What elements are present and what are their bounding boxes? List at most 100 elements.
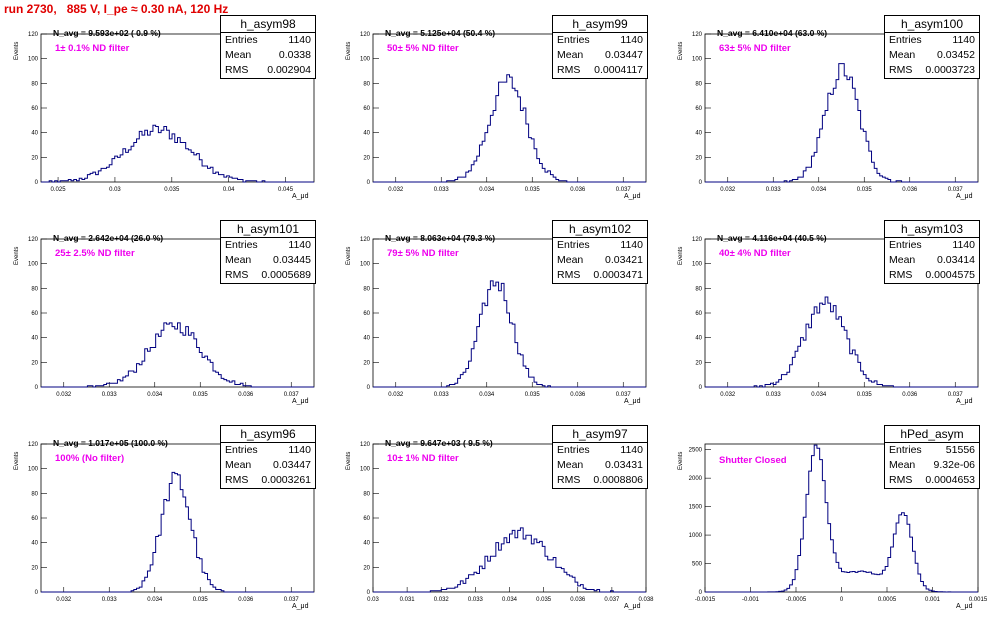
histogram-panel-h_asym103: 0 20 40 60 80 100 120 0.032 0.033 0.034 0.035 0.036… [664, 220, 996, 432]
y-tick-label: 120 [692, 32, 703, 38]
stat-key: RMS [889, 474, 913, 486]
y-tick-label: 120 [28, 237, 39, 243]
stat-value: 0.0004653 [925, 474, 975, 486]
stat-row-mean: Mean 0.03431 [553, 458, 647, 473]
y-tick-label: 20 [695, 360, 702, 366]
stat-key: RMS [557, 269, 581, 281]
stat-key: Entries [225, 34, 258, 46]
stat-value: 0.03414 [937, 254, 975, 266]
stat-row-rms: RMS 0.0003261 [221, 473, 315, 488]
y-tick-label: 60 [363, 311, 370, 317]
stat-key: Entries [889, 444, 922, 456]
x-tick-label: 0.036 [238, 597, 254, 603]
x-tick-label: 0.035 [857, 392, 873, 398]
x-tick-label: 0.045 [278, 187, 294, 193]
histogram-plot: 0 20 40 60 80 100 120 0.03 0.031 0.032 0.033 0.034 0… [360, 442, 654, 603]
histogram-grid: 0 20 40 60 80 100 120 0.025 0.03 0.035 0.04 0.045 Ev… [14, 15, 996, 610]
histogram-name: h_asym102 [553, 221, 647, 238]
filter-label: 40± 4% ND filter [719, 248, 791, 259]
stat-value: 0.0005689 [261, 269, 311, 281]
histogram-plot: 0 20 40 60 80 100 120 0.032 0.033 0.034 0.035 0.036… [692, 237, 979, 398]
x-axis-label: A_μd [956, 193, 973, 200]
x-tick-label: 0.037 [616, 187, 632, 193]
y-tick-label: 0 [699, 180, 703, 186]
stat-row-rms: RMS 0.0004117 [553, 63, 647, 78]
filter-label: 63± 5% ND filter [719, 43, 791, 54]
x-tick-label: 0.033 [102, 392, 118, 398]
x-tick-label: 0.036 [902, 392, 918, 398]
y-tick-label: 20 [31, 360, 38, 366]
y-tick-label: 80 [363, 81, 370, 87]
y-tick-label: 40 [363, 131, 370, 137]
x-tick-label: 0.034 [811, 392, 827, 398]
stat-value: 0.03445 [273, 254, 311, 266]
stat-value: 0.0003723 [925, 64, 975, 76]
histogram-panel-h_asym97: 0 20 40 60 80 100 120 0.03 0.031 0.032 0.033 0.034 0… [332, 425, 664, 637]
y-tick-label: 80 [363, 286, 370, 292]
histogram-line [373, 280, 646, 388]
x-tick-label: -0.001 [742, 597, 760, 603]
x-tick-label: 0.034 [147, 392, 163, 398]
stat-key: RMS [225, 64, 249, 76]
stat-key: Entries [557, 239, 590, 251]
stat-value: 1140 [288, 444, 311, 456]
stat-value: 1140 [952, 34, 975, 46]
x-tick-label: 0.0005 [878, 597, 897, 603]
x-tick-label: 0.035 [536, 597, 552, 603]
stat-row-mean: Mean 0.03447 [221, 458, 315, 473]
filter-label: 10± 1% ND filter [387, 453, 459, 464]
histogram-name: hPed_asym [885, 426, 979, 443]
histogram-plot: 0 20 40 60 80 100 120 0.032 0.033 0.034 0.035 0.036… [360, 32, 647, 193]
y-tick-label: 60 [31, 106, 38, 112]
y-tick-label: 40 [363, 336, 370, 342]
stat-value: 0.0003471 [593, 269, 643, 281]
stat-value: 51556 [945, 444, 975, 456]
x-axis-label: A_μd [292, 603, 309, 610]
histogram-name: h_asym103 [885, 221, 979, 238]
x-tick-label: 0.037 [604, 597, 620, 603]
x-tick-label: 0.037 [284, 597, 300, 603]
stats-box: h_asym101 Entries 1140 Mean 0.03445 RMS 0.0005… [220, 220, 316, 284]
stat-row-entries: Entries 1140 [221, 443, 315, 458]
y-tick-label: 60 [695, 311, 702, 317]
stat-row-entries: Entries 1140 [553, 33, 647, 48]
y-tick-label: 0 [367, 180, 371, 186]
stat-row-rms: RMS 0.0005689 [221, 268, 315, 283]
histogram-line [705, 63, 978, 183]
x-tick-label: 0.032 [56, 392, 72, 398]
y-tick-label: 100 [360, 262, 371, 268]
x-tick-label: 0.035 [525, 187, 541, 193]
y-tick-label: 20 [363, 155, 370, 161]
stat-row-entries: Entries 1140 [885, 33, 979, 48]
histogram-line [41, 124, 314, 183]
stats-box: h_asym97 Entries 1140 Mean 0.03431 RMS 0.00088… [552, 425, 648, 489]
x-tick-label: 0.033 [468, 597, 484, 603]
x-tick-label: 0.035 [193, 392, 209, 398]
stat-row-mean: Mean 0.0338 [221, 48, 315, 63]
y-tick-label: 120 [28, 442, 39, 448]
stat-value: 0.03421 [605, 254, 643, 266]
stat-value: 1140 [952, 239, 975, 251]
y-tick-label: 2000 [689, 476, 703, 482]
histogram-name: h_asym97 [553, 426, 647, 443]
y-tick-label: 0 [699, 590, 703, 596]
x-axis-label: A_μd [292, 398, 309, 405]
stat-row-entries: Entries 1140 [885, 238, 979, 253]
x-tick-label: 0.032 [720, 392, 736, 398]
x-tick-label: 0.037 [616, 392, 632, 398]
stat-row-mean: Mean 0.03414 [885, 253, 979, 268]
y-tick-label: 100 [360, 467, 371, 473]
stat-value: 0.03452 [937, 49, 975, 61]
stat-row-mean: Mean 0.03452 [885, 48, 979, 63]
stat-row-rms: RMS 0.0003723 [885, 63, 979, 78]
y-tick-label: 40 [31, 336, 38, 342]
y-tick-label: 100 [28, 467, 39, 473]
y-axis-label: Events [346, 451, 352, 470]
y-axis-label: Events [678, 451, 684, 470]
stat-key: Mean [557, 459, 584, 471]
histogram-name: h_asym96 [221, 426, 315, 443]
y-tick-label: 0 [367, 590, 371, 596]
stat-key: Entries [225, 444, 258, 456]
y-tick-label: 100 [28, 57, 39, 63]
x-tick-label: 0.036 [570, 392, 586, 398]
